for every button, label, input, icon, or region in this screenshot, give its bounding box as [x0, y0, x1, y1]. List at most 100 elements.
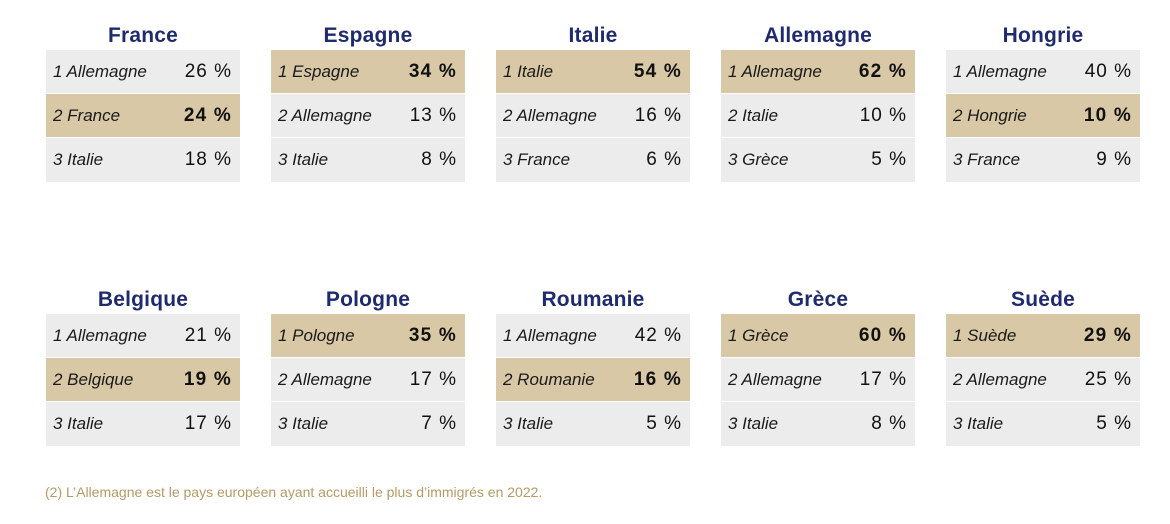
rank-label: 3 Italie — [953, 414, 1004, 433]
rank-row-highlight: 2 Roumanie 16 % — [496, 358, 690, 402]
rank-value: 6 % — [646, 149, 682, 170]
rank-value: 8 % — [421, 149, 457, 170]
rank-row-highlight: 2 France 24 % — [46, 94, 240, 138]
rank-value: 54 % — [633, 60, 682, 82]
rank-label: 1 Espagne — [278, 61, 360, 81]
rank-label: 1 Grèce — [728, 325, 789, 345]
rank-label: 2 Roumanie — [503, 369, 595, 389]
country-title: France — [107, 24, 179, 47]
country-title: Espagne — [323, 24, 413, 47]
rank-value: 5 % — [646, 413, 682, 434]
rank-label: 3 Italie — [53, 414, 104, 433]
rank-row: 1 Allemagne 40 % — [946, 50, 1140, 94]
rank-label: 1 Suède — [953, 325, 1017, 345]
rank-list: 1 Grèce 60 % 2 Allemagne 17 % 3 Italie 8… — [721, 314, 915, 446]
rank-row-highlight: 1 Allemagne 62 % — [721, 50, 915, 94]
rank-label: 2 Belgique — [53, 369, 134, 389]
rank-label: 2 Allemagne — [728, 369, 822, 389]
rank-label: 1 Allemagne — [728, 61, 822, 81]
rank-value: 5 % — [871, 149, 907, 170]
rank-label: 1 Allemagne — [53, 61, 147, 81]
rank-row: 3 Italie 8 % — [271, 138, 465, 182]
country-card-italie: Italie 1 Italie 54 % 2 Allemagne 16 % 3 … — [496, 22, 690, 182]
rank-row: 2 Italie 10 % — [721, 94, 915, 138]
rank-list: 1 Pologne 35 % 2 Allemagne 17 % 3 Italie… — [271, 314, 465, 446]
rank-row-highlight: 2 Hongrie 10 % — [946, 94, 1140, 138]
rank-label: 3 Italie — [503, 414, 554, 433]
rank-value: 34 % — [408, 60, 457, 82]
rank-row: 3 France 9 % — [946, 138, 1140, 182]
rank-value: 7 % — [421, 413, 457, 434]
rank-value: 16 % — [633, 368, 682, 390]
rank-row: 3 Italie 17 % — [46, 402, 240, 446]
rank-value: 5 % — [1096, 413, 1132, 434]
rank-label: 1 Allemagne — [503, 325, 597, 345]
rank-value: 24 % — [183, 104, 232, 126]
rank-value: 17 % — [859, 368, 907, 390]
country-card-france: France 1 Allemagne 26 % 2 France 24 % 3 … — [46, 22, 240, 182]
country-card-roumanie: Roumanie 1 Allemagne 42 % 2 Roumanie 16 … — [496, 286, 690, 446]
rank-value: 8 % — [871, 413, 907, 434]
rank-row: 1 Allemagne 26 % — [46, 50, 240, 94]
country-card-hongrie: Hongrie 1 Allemagne 40 % 2 Hongrie 10 % … — [946, 22, 1140, 182]
rank-list: 1 Suède 29 % 2 Allemagne 25 % 3 Italie 5… — [946, 314, 1140, 446]
rank-row: 2 Allemagne 17 % — [721, 358, 915, 402]
rank-row-highlight: 1 Pologne 35 % — [271, 314, 465, 358]
country-title: Grèce — [787, 288, 849, 311]
country-title: Italie — [568, 24, 618, 47]
rank-row-highlight: 1 Italie 54 % — [496, 50, 690, 94]
rank-row-highlight: 1 Suède 29 % — [946, 314, 1140, 358]
rank-label: 3 France — [953, 150, 1021, 169]
rank-list: 1 Allemagne 62 % 2 Italie 10 % 3 Grèce 5… — [721, 50, 915, 182]
country-title: Suède — [1010, 288, 1076, 311]
rank-list: 1 Allemagne 26 % 2 France 24 % 3 Italie … — [46, 50, 240, 182]
rank-value: 17 % — [184, 413, 232, 434]
rank-list: 1 Allemagne 42 % 2 Roumanie 16 % 3 Itali… — [496, 314, 690, 446]
rank-value: 35 % — [408, 324, 457, 346]
rank-row: 1 Allemagne 42 % — [496, 314, 690, 358]
rank-row: 3 Italie 7 % — [271, 402, 465, 446]
country-title: Pologne — [325, 288, 411, 311]
rank-label: 3 Italie — [278, 414, 329, 433]
rank-value: 62 % — [858, 60, 907, 82]
rank-row: 2 Allemagne 16 % — [496, 94, 690, 138]
country-card-grece: Grèce 1 Grèce 60 % 2 Allemagne 17 % 3 It… — [721, 286, 915, 446]
rank-value: 19 % — [183, 368, 232, 390]
country-card-allemagne: Allemagne 1 Allemagne 62 % 2 Italie 10 %… — [721, 22, 915, 182]
rank-label: 2 Allemagne — [278, 105, 372, 125]
rank-label: 2 Allemagne — [278, 369, 372, 389]
rank-label: 1 Allemagne — [953, 61, 1047, 81]
rank-row: 2 Allemagne 17 % — [271, 358, 465, 402]
rank-value: 9 % — [1096, 149, 1132, 170]
country-card-belgique: Belgique 1 Allemagne 21 % 2 Belgique 19 … — [46, 286, 240, 446]
rank-value: 60 % — [858, 324, 907, 346]
country-title: Hongrie — [1002, 24, 1084, 47]
rank-label: 2 Italie — [728, 105, 779, 125]
rank-label: 2 Allemagne — [503, 105, 597, 125]
rank-label: 2 Hongrie — [953, 105, 1027, 125]
rank-value: 10 % — [1083, 104, 1132, 126]
country-grid-bottom: Belgique 1 Allemagne 21 % 2 Belgique 19 … — [46, 286, 1140, 446]
rank-value: 18 % — [184, 149, 232, 170]
rank-label: 2 France — [53, 105, 121, 125]
rank-row: 2 Allemagne 25 % — [946, 358, 1140, 402]
rank-label: 3 Grèce — [728, 150, 789, 169]
country-card-suede: Suède 1 Suède 29 % 2 Allemagne 25 % 3 It… — [946, 286, 1140, 446]
rank-row-highlight: 1 Grèce 60 % — [721, 314, 915, 358]
rank-value: 29 % — [1083, 324, 1132, 346]
rank-row: 3 Grèce 5 % — [721, 138, 915, 182]
rank-value: 10 % — [859, 104, 907, 126]
rank-value: 42 % — [634, 324, 682, 346]
rank-row: 3 Italie 8 % — [721, 402, 915, 446]
country-title: Allemagne — [764, 24, 872, 47]
country-title: Roumanie — [541, 288, 645, 311]
rank-value: 25 % — [1084, 368, 1132, 390]
rank-row: 2 Allemagne 13 % — [271, 94, 465, 138]
rank-label: 1 Italie — [503, 61, 554, 81]
rank-value: 21 % — [184, 324, 232, 346]
rank-label: 3 France — [503, 150, 571, 169]
rank-row: 3 Italie 5 % — [496, 402, 690, 446]
rank-list: 1 Italie 54 % 2 Allemagne 16 % 3 France … — [496, 50, 690, 182]
rank-label: 3 Italie — [278, 150, 329, 169]
